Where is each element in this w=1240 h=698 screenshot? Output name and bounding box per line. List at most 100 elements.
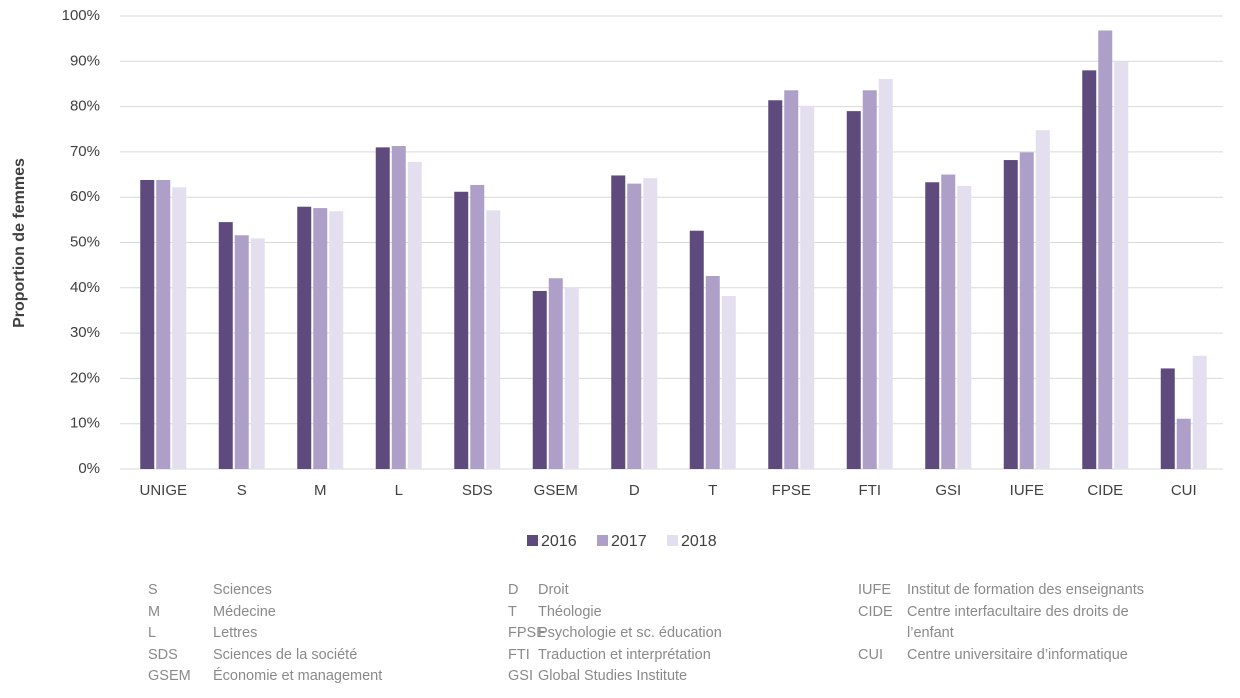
x-tick-label: SDS [462, 482, 493, 499]
glossary-abbr: S [148, 582, 158, 598]
y-tick-label: 0% [78, 460, 100, 477]
glossary-abbr: CIDE [858, 603, 893, 620]
bar [1098, 30, 1113, 469]
y-tick-label: 40% [70, 279, 100, 296]
glossary-abbr: SDS [148, 646, 178, 663]
glossary-row: CIDE Centre interfacultaire des droits de… [858, 602, 1152, 645]
legend-label: 2017 [611, 533, 647, 550]
bar [250, 238, 265, 469]
bar [689, 230, 704, 469]
glossary-row: GSEM Économie et management [148, 666, 473, 688]
glossary-abbr: CUI [858, 646, 883, 663]
bar [1160, 368, 1175, 469]
glossary-name: Centre interfacultaire des droits de l’e… [907, 603, 1129, 642]
glossary-abbr: FTI [508, 646, 530, 663]
bar [454, 191, 469, 469]
bar [768, 100, 783, 470]
glossary-name: Institut de formation des enseignants [907, 582, 1144, 598]
y-tick-label: 50% [70, 233, 100, 250]
bar [1114, 61, 1129, 470]
bar [643, 178, 658, 469]
bar [1082, 70, 1097, 470]
glossary-row: M Médecine [148, 602, 473, 624]
bar [1003, 160, 1018, 469]
glossary-name: Global Studies Institute [538, 668, 688, 684]
y-tick-label: 100% [62, 7, 100, 24]
bar [784, 90, 799, 470]
x-tick-label: FPSE [772, 482, 811, 499]
glossary-abbr: T [508, 603, 517, 620]
y-tick-label: 10% [70, 415, 100, 432]
x-tick-label: GSEM [534, 482, 578, 499]
glossary-row: FTI Traduction et interprétation [508, 645, 838, 667]
glossary-row: CUI Centre universitaire d’informatique [858, 645, 1152, 667]
bar [486, 210, 501, 469]
glossary-column: S Sciences M Médecine L Lettres SDS Sciences de… [148, 580, 473, 688]
bar [721, 295, 736, 469]
glossary-abbr: GSI [508, 668, 533, 684]
chart: Proportion de femmes 0% 10% 20% 30% 40% 50% 60… [11, 7, 1223, 550]
x-tick-label: CUI [1171, 482, 1197, 499]
x-tick-label: GSI [935, 482, 961, 499]
glossary-column: IUFE Institut de formation des enseignant… [858, 580, 1152, 666]
x-tick-label: UNIGE [139, 482, 187, 499]
y-tick-label: 80% [70, 98, 100, 115]
bar [532, 290, 547, 469]
glossary-name: Économie et management [213, 668, 383, 684]
x-tick-label: M [314, 482, 327, 499]
glossary-abbr: D [508, 582, 519, 598]
x-tick-label: FTI [859, 482, 882, 499]
glossary-name: Traduction et interprétation [538, 646, 711, 663]
glossary-name: Théologie [538, 603, 602, 620]
glossary-row: T Théologie [508, 602, 838, 624]
y-tick-label: 30% [70, 324, 100, 341]
x-tick-label: S [237, 482, 247, 499]
glossary-row: S Sciences [148, 580, 473, 602]
y-axis-label: Proportion de femmes [11, 158, 28, 328]
bar [140, 179, 155, 469]
glossary-name: Lettres [213, 625, 258, 641]
glossary-row: SDS Sciences de la société [148, 645, 473, 667]
glossary-abbr: IUFE [858, 582, 892, 598]
bar [564, 287, 579, 469]
bar [941, 174, 956, 470]
bar [234, 235, 249, 469]
bar [800, 105, 815, 469]
bar [957, 185, 972, 469]
bar [705, 276, 720, 469]
bar [375, 147, 390, 469]
bar [846, 111, 861, 469]
bar [156, 179, 171, 469]
bar [391, 146, 406, 470]
glossary-abbr: FPSE [508, 625, 546, 641]
glossary-abbr: M [148, 603, 161, 620]
glossary-name: Centre universitaire d’informatique [907, 646, 1128, 663]
x-tick-label: T [708, 482, 717, 499]
bar [862, 90, 877, 470]
x-tick-label: D [629, 482, 640, 499]
glossary: S Sciences M Médecine L Lettres SDS Sciences de… [0, 580, 1240, 698]
bar [611, 175, 626, 469]
legend-label: 2016 [541, 533, 577, 550]
bar [1035, 130, 1050, 469]
legend-label: 2018 [681, 533, 717, 550]
bar [218, 222, 233, 469]
glossary-column: D Droit T Théologie FPSE Psychologie et sc. é… [508, 580, 838, 688]
bar [172, 187, 187, 469]
bar [548, 278, 563, 469]
glossary-name: Sciences [213, 582, 272, 598]
x-tick-label: L [395, 482, 403, 499]
bar [1176, 418, 1191, 469]
bar [1192, 355, 1207, 469]
glossary-row: IUFE Institut de formation des enseignant… [858, 580, 1152, 602]
bar [878, 78, 893, 469]
legend-swatch [667, 535, 678, 546]
glossary-row: GSI Global Studies Institute [508, 666, 838, 688]
legend-swatch [597, 535, 608, 546]
bar [627, 183, 642, 470]
bar [407, 161, 422, 469]
y-tick-label: 90% [70, 52, 100, 69]
glossary-row: FPSE Psychologie et sc. éducation [508, 623, 838, 645]
legend-swatch [527, 535, 538, 546]
